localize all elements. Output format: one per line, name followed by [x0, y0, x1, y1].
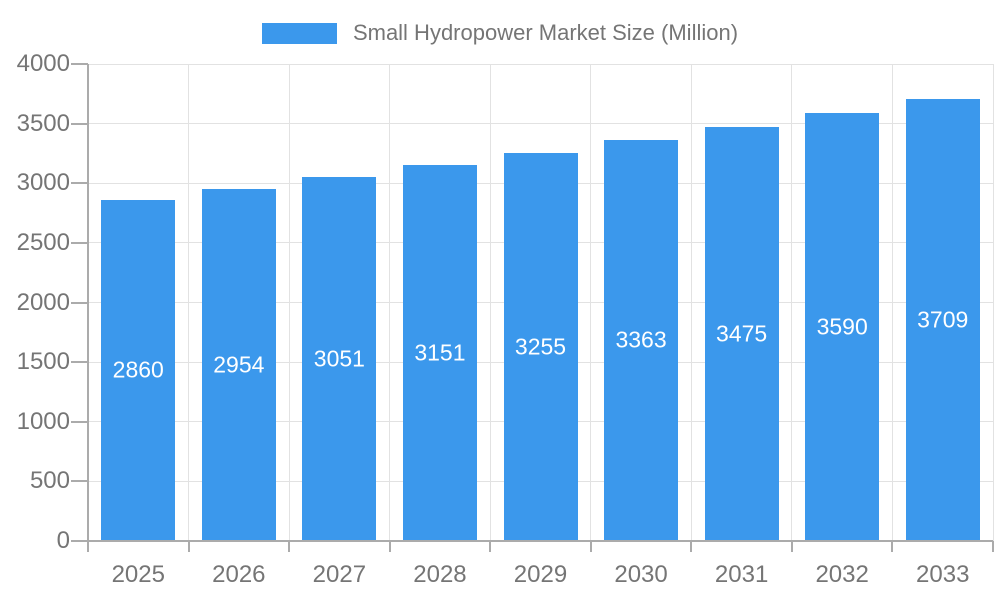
x-axis-label: 2030	[614, 561, 668, 588]
legend-swatch	[261, 22, 337, 44]
bar-value-label: 3051	[313, 345, 365, 372]
y-axis-label: 2000	[16, 288, 70, 316]
x-tick	[790, 541, 793, 552]
v-gridline	[690, 64, 692, 541]
legend[interactable]: Small Hydropower Market Size (Million)	[0, 20, 1000, 46]
x-tick	[288, 541, 291, 552]
v-gridline	[590, 64, 592, 541]
bar[interactable]	[201, 188, 276, 541]
y-axis-label: 4000	[16, 50, 70, 77]
y-axis-label: 3000	[16, 169, 70, 197]
h-gridline	[88, 63, 993, 65]
v-gridline	[891, 64, 893, 541]
v-gridline	[791, 64, 793, 541]
x-tick	[690, 541, 693, 552]
x-axis-label: 2031	[714, 561, 769, 588]
y-tick	[71, 241, 88, 244]
y-tick	[71, 182, 88, 185]
bar-value-label: 3475	[716, 320, 768, 347]
x-tick	[87, 541, 89, 552]
bar-value-label: 3255	[514, 333, 567, 360]
v-gridline	[188, 64, 190, 541]
y-tick	[71, 122, 88, 125]
x-axis-label: 2028	[413, 561, 467, 588]
y-axis-line	[87, 64, 89, 552]
bar[interactable]	[302, 177, 377, 541]
v-gridline	[389, 64, 391, 541]
x-axis-label: 2026	[212, 561, 266, 588]
v-gridline	[489, 64, 491, 541]
bar[interactable]	[101, 199, 176, 541]
h-gridline	[88, 123, 993, 125]
x-axis-label: 2032	[815, 561, 869, 588]
v-gridline	[288, 64, 290, 541]
bar[interactable]	[805, 112, 880, 541]
y-tick	[71, 301, 88, 304]
bar[interactable]	[704, 126, 779, 541]
y-axis-label: 1000	[16, 407, 70, 435]
y-tick	[71, 420, 88, 423]
bar[interactable]	[905, 98, 980, 541]
y-axis-label: 500	[29, 467, 70, 495]
legend-label: Small Hydropower Market Size (Million)	[352, 20, 739, 45]
x-axis-label: 2029	[513, 561, 568, 588]
x-tick	[187, 541, 190, 552]
plot-area: 2860 2954 3051 3151 3255 3363 3475 3590 3709 0 500…	[17, 50, 994, 588]
x-tick	[891, 541, 894, 552]
y-tick	[71, 63, 88, 65]
x-axis-label: 2033	[916, 561, 970, 588]
bar-value-label: 3709	[917, 306, 969, 333]
bar-value-label: 3151	[414, 339, 466, 366]
y-tick	[71, 480, 88, 483]
bar-value-label: 2860	[112, 356, 164, 383]
x-tick	[992, 541, 994, 552]
bar-value-label: 2954	[213, 351, 265, 378]
v-gridline	[992, 64, 994, 541]
x-axis-line	[71, 540, 993, 542]
y-axis-label: 3500	[16, 109, 70, 137]
x-axis-label: 2025	[111, 561, 165, 588]
bar[interactable]	[604, 139, 679, 541]
x-tick	[489, 541, 492, 552]
bar[interactable]	[402, 165, 477, 541]
y-axis-label: 0	[56, 527, 70, 554]
x-axis-label: 2027	[312, 561, 367, 588]
bar[interactable]	[503, 152, 578, 541]
x-tick	[388, 541, 391, 552]
y-axis-label: 2500	[16, 228, 70, 256]
x-tick	[589, 541, 592, 552]
bar-value-label: 3590	[816, 313, 868, 340]
y-tick	[71, 361, 88, 364]
y-axis-label: 1500	[16, 348, 70, 376]
bar-value-label: 3363	[615, 326, 667, 353]
